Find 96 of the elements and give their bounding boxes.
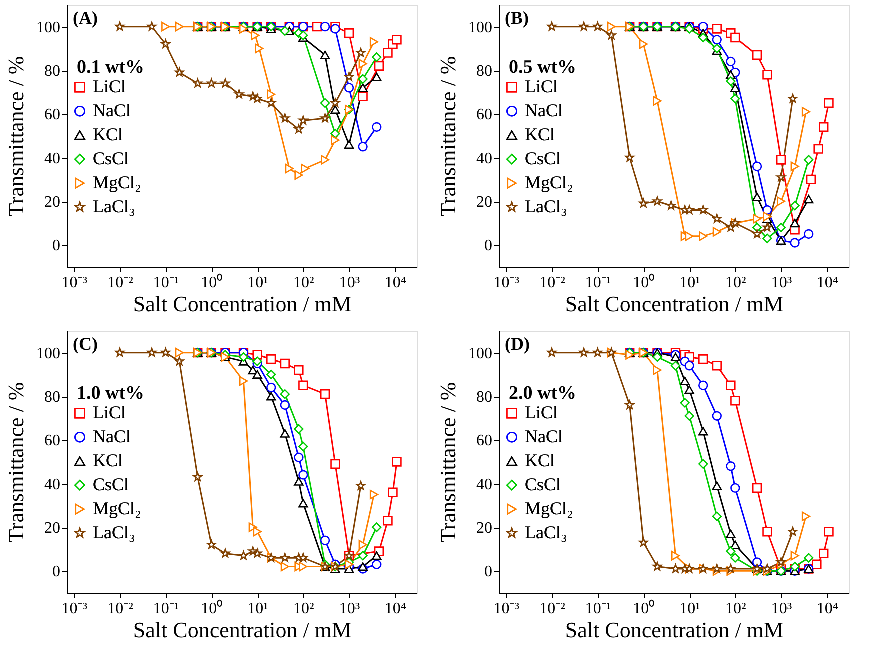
y-tick-label: 80 xyxy=(476,63,492,80)
legend-label: KCl xyxy=(525,450,556,470)
legend-label: LiCl xyxy=(525,402,558,422)
legend-label: MgCl₂ xyxy=(525,172,574,192)
y-tick-label: 20 xyxy=(476,194,492,211)
x-tick-label: 10⁻³ xyxy=(494,600,520,618)
x-tick-label: 10⁻² xyxy=(108,274,134,292)
legend-label: MgCl₂ xyxy=(93,498,142,518)
x-tick-label: 10² xyxy=(726,274,746,292)
annotation: 0.5 wt% xyxy=(509,57,577,78)
x-tick-label: 10¹ xyxy=(680,274,701,292)
y-tick-label: 60 xyxy=(476,432,492,450)
legend-label: LaCl₃ xyxy=(525,196,568,216)
y-tick-label: 20 xyxy=(476,520,492,537)
y-axis-title: Transmittance / % xyxy=(436,382,460,543)
legend-label: MgCl₂ xyxy=(525,498,574,518)
y-tick-label: 80 xyxy=(476,389,492,406)
annotation: 2.0 wt% xyxy=(509,383,577,404)
legend-label: KCl xyxy=(525,124,556,144)
x-tick-label: 10⁴ xyxy=(384,274,407,292)
x-tick-label: 10⁴ xyxy=(816,600,839,618)
x-tick-label: 10⁻³ xyxy=(62,600,88,618)
y-tick-label: 60 xyxy=(44,106,60,124)
x-tick-label: 10⁻¹ xyxy=(153,274,180,292)
legend-label: LaCl₃ xyxy=(93,522,136,542)
x-tick-label: 10¹ xyxy=(248,600,269,618)
annotation: (A) xyxy=(73,8,98,28)
x-tick-label: 10⁰ xyxy=(201,274,224,292)
y-tick-label: 100 xyxy=(468,345,492,362)
y-tick-label: 0 xyxy=(484,238,492,255)
legend-label: NaCl xyxy=(525,100,563,120)
legend-label: CsCl xyxy=(525,148,562,168)
x-tick-label: 10⁻² xyxy=(540,600,566,618)
x-axis-title: Salt Concentration / mM xyxy=(133,292,352,316)
y-tick-label: 100 xyxy=(36,19,60,36)
x-tick-label: 10⁻² xyxy=(108,600,134,618)
x-axis-title: Salt Concentration / mM xyxy=(133,618,352,642)
x-tick-label: 10⁰ xyxy=(633,600,656,618)
x-tick-label: 10⁰ xyxy=(201,600,224,618)
x-tick-label: 10⁻² xyxy=(540,274,566,292)
x-tick-label: 10³ xyxy=(771,600,792,618)
y-tick-label: 100 xyxy=(36,345,60,362)
y-tick-label: 20 xyxy=(44,194,60,211)
y-tick-label: 0 xyxy=(484,564,492,581)
y-tick-label: 80 xyxy=(44,63,60,80)
legend-label: LiCl xyxy=(525,76,558,96)
y-tick-label: 40 xyxy=(476,476,492,494)
y-axis-title: Transmittance / % xyxy=(436,56,460,217)
y-tick-label: 0 xyxy=(52,564,60,581)
x-axis-title: Salt Concentration / mM xyxy=(565,618,784,642)
legend-label: CsCl xyxy=(525,474,562,494)
x-tick-label: 10⁴ xyxy=(384,600,407,618)
x-tick-label: 10⁻¹ xyxy=(153,600,180,618)
y-tick-label: 40 xyxy=(476,150,492,168)
legend-label: LaCl₃ xyxy=(93,196,136,216)
legend-label: CsCl xyxy=(93,474,130,494)
annotation: (D) xyxy=(505,334,530,354)
annotation: (B) xyxy=(505,8,529,28)
y-tick-label: 40 xyxy=(44,476,60,494)
legend-label: LaCl₃ xyxy=(525,522,568,542)
legend-label: KCl xyxy=(93,124,124,144)
annotation: (C) xyxy=(73,334,98,354)
y-tick-label: 80 xyxy=(44,389,60,406)
y-tick-label: 20 xyxy=(44,520,60,537)
legend-label: KCl xyxy=(93,450,124,470)
y-tick-label: 60 xyxy=(44,432,60,450)
x-tick-label: 10⁴ xyxy=(816,274,839,292)
legend-label: CsCl xyxy=(93,148,130,168)
x-tick-label: 10² xyxy=(726,600,746,618)
y-tick-label: 0 xyxy=(52,238,60,255)
legend-label: MgCl₂ xyxy=(93,172,142,192)
y-tick-label: 40 xyxy=(44,150,60,168)
legend-label: NaCl xyxy=(525,426,563,446)
legend-label: NaCl xyxy=(93,426,131,446)
legend-label: NaCl xyxy=(93,100,131,120)
annotation: 0.1 wt% xyxy=(77,57,145,78)
x-tick-label: 10² xyxy=(294,274,314,292)
y-tick-label: 60 xyxy=(476,106,492,124)
x-axis-title: Salt Concentration / mM xyxy=(565,292,784,316)
x-tick-label: 10⁻¹ xyxy=(585,600,612,618)
x-tick-label: 10⁻¹ xyxy=(585,274,612,292)
legend-label: LiCl xyxy=(93,76,126,96)
legend-label: LiCl xyxy=(93,402,126,422)
x-tick-label: 10⁻³ xyxy=(62,274,88,292)
x-tick-label: 10² xyxy=(294,600,314,618)
x-tick-label: 10³ xyxy=(771,274,792,292)
y-axis-title: Transmittance / % xyxy=(4,382,28,543)
x-tick-label: 10¹ xyxy=(680,600,701,618)
y-axis-title: Transmittance / % xyxy=(4,56,28,217)
x-tick-label: 10³ xyxy=(339,274,360,292)
x-tick-label: 10³ xyxy=(339,600,360,618)
x-tick-label: 10⁻³ xyxy=(494,274,520,292)
annotation: 1.0 wt% xyxy=(77,383,145,404)
x-tick-label: 10¹ xyxy=(248,274,269,292)
x-tick-label: 10⁰ xyxy=(633,274,656,292)
y-tick-label: 100 xyxy=(468,19,492,36)
